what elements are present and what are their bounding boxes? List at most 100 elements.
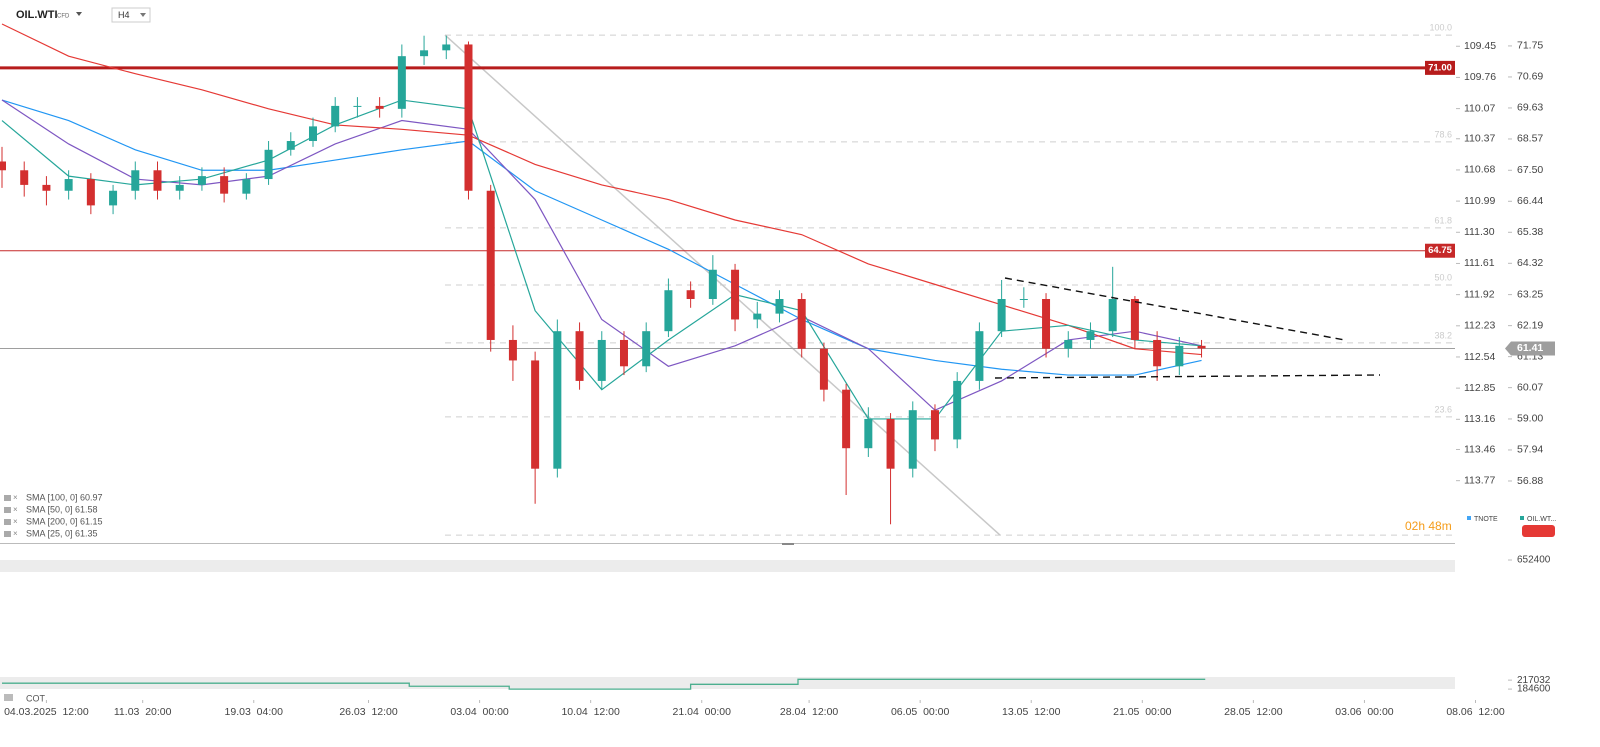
y2-tick-label: 113.46 — [1464, 443, 1495, 455]
candle-body — [953, 380, 962, 440]
candle-body — [1175, 345, 1184, 367]
compare-legend-entry[interactable]: TNOTE — [1474, 516, 1498, 523]
y2-tick-label: 113.77 — [1464, 474, 1495, 486]
candle-body — [1130, 299, 1139, 340]
candle-body — [264, 149, 273, 180]
y2-tick-label: 110.37 — [1464, 133, 1495, 145]
instrument-type: CFD — [57, 14, 70, 20]
y-tick-label: 57.94 — [1517, 444, 1543, 456]
candle-body — [375, 105, 384, 109]
candle-body — [842, 389, 851, 449]
legend-icon[interactable] — [4, 519, 11, 525]
y2-tick-label: 111.61 — [1464, 257, 1495, 269]
candle-body — [597, 339, 606, 381]
dropdown-arrow[interactable] — [76, 12, 82, 16]
candle-body — [819, 348, 828, 390]
price-tag-label: 64.75 — [1428, 245, 1452, 256]
legend-close[interactable]: × — [13, 517, 18, 526]
candle-body — [1019, 299, 1028, 301]
candle-body — [1086, 331, 1095, 340]
symbol[interactable]: OIL.WTI — [16, 9, 58, 21]
legend-icon[interactable] — [4, 507, 11, 513]
candle-body — [997, 299, 1006, 332]
trend-line[interactable] — [994, 374, 1381, 379]
cot-line — [2, 678, 1206, 690]
y-tick-label: 67.50 — [1517, 164, 1543, 176]
candle-body — [42, 184, 51, 191]
x-tick-label: 11.03 20:00 — [114, 706, 172, 718]
candle-body — [575, 331, 584, 381]
legend-close[interactable]: × — [13, 505, 18, 514]
candle-body — [353, 105, 362, 107]
candle-body — [797, 299, 806, 349]
dropdown-arrow[interactable] — [140, 13, 146, 17]
x-tick-label: 04.03.2025 12:00 — [4, 706, 89, 718]
price-tag-label: 71.00 — [1428, 62, 1452, 73]
candle-body — [331, 105, 340, 127]
candle-body — [908, 410, 917, 469]
x-tick-label: 19.03 04:00 — [225, 706, 284, 718]
price-tag — [1425, 243, 1455, 258]
x-tick-label: 10.04 12:00 — [561, 706, 620, 718]
trend-line[interactable] — [1004, 277, 1346, 341]
candle-body — [708, 269, 717, 300]
candle-body — [1064, 339, 1073, 349]
x-tick-label: 03.04 00:00 — [450, 706, 509, 718]
x-tick-label: 21.04 00:00 — [673, 706, 732, 718]
candle-body — [175, 184, 184, 191]
candle-body — [131, 170, 140, 191]
candle-body — [242, 179, 251, 194]
trade-button[interactable] — [1522, 525, 1555, 537]
y2-tick-label: 109.45 — [1464, 40, 1496, 52]
fib-label: 61.8 — [1434, 215, 1452, 225]
candle-body — [775, 299, 784, 314]
main-plot: 100.0 78.6 61.8 50.0 38.2 23.6 71.00 64.75 — [0, 22, 1455, 536]
candle-body — [886, 418, 895, 469]
legend-entry: SMA [200, 0] 61.15 — [26, 516, 103, 526]
y2-tick-label: 112.54 — [1464, 351, 1495, 363]
timeframe[interactable]: H4 — [118, 10, 130, 20]
price-tag — [1425, 60, 1455, 75]
candle-body — [153, 170, 162, 191]
fib-label: 23.6 — [1434, 404, 1452, 414]
candle-body — [442, 44, 451, 51]
legend-close[interactable]: × — [13, 529, 18, 538]
x-tick-label: 06.05 00:00 — [891, 706, 950, 718]
candle-body — [619, 339, 628, 367]
y2-tick-label: 111.92 — [1464, 288, 1495, 300]
y2-tick-label: 110.68 — [1464, 164, 1495, 176]
candle-body — [664, 290, 673, 332]
price-tag — [1505, 341, 1555, 356]
x-tick-label: 26.03 12:00 — [339, 706, 398, 718]
timeframe-box[interactable] — [111, 7, 151, 23]
legend-entry: SMA [25, 0] 61.35 — [26, 528, 98, 538]
candle-body — [731, 269, 740, 320]
y-tick-label: 71.75 — [1517, 40, 1543, 52]
compare-legend-swatch[interactable] — [1467, 516, 1471, 520]
cot-label: COT — [26, 693, 46, 703]
y-tick-label: 62.19 — [1517, 319, 1543, 331]
y-tick-label: 60.07 — [1517, 381, 1543, 393]
legend-icon[interactable] — [4, 531, 11, 537]
x-tick-label: 28.05 12:00 — [1224, 706, 1283, 718]
indicator-icon[interactable] — [4, 694, 13, 701]
legend-close[interactable]: × — [13, 493, 18, 502]
countdown: 02h 48m — [1405, 519, 1452, 533]
candle-body — [1042, 299, 1051, 349]
candle-body — [508, 339, 517, 361]
candle-body — [286, 141, 295, 150]
legend-icon[interactable] — [4, 495, 11, 501]
y-tick-label: 70.69 — [1517, 71, 1543, 83]
cot-y-tick-label: 184600 — [1517, 684, 1551, 695]
compare-legend-swatch[interactable] — [1520, 516, 1524, 520]
candle-body — [1108, 299, 1117, 332]
fib-trend[interactable] — [444, 34, 1001, 536]
price-tag-label: 61.41 — [1517, 342, 1543, 354]
x-tick-label: 28.04 12:00 — [780, 706, 839, 718]
compare-legend-entry[interactable]: OIL.WT... — [1527, 516, 1556, 523]
candle-body — [686, 290, 695, 300]
cot-panel — [2, 678, 1206, 690]
candle-body — [553, 331, 562, 469]
y-tick-label: 69.63 — [1517, 102, 1543, 114]
